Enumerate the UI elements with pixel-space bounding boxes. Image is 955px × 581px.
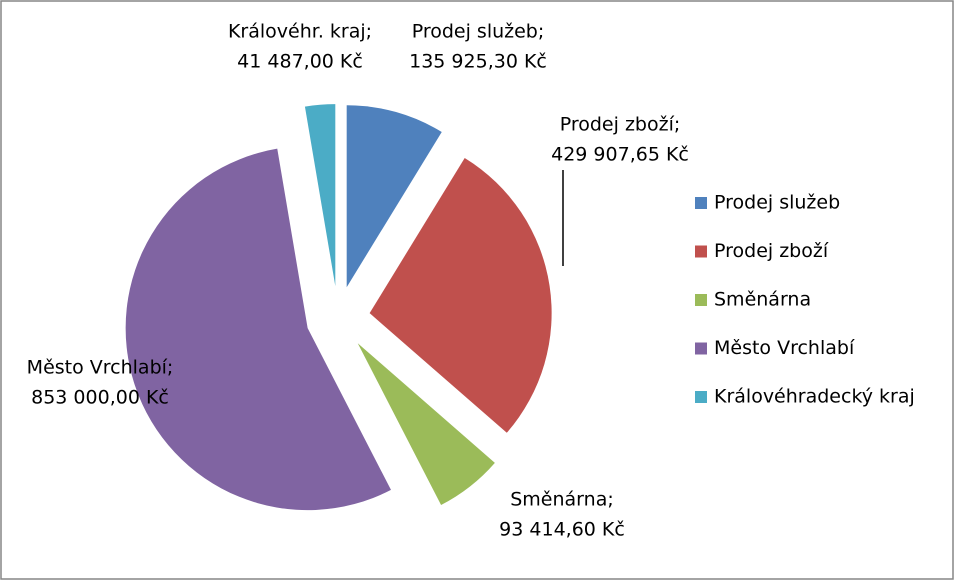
data-label-value: 135 925,30 Kč: [409, 51, 547, 73]
data-label-name: Královéhr. kraj;: [228, 21, 372, 43]
data-label-name: Prodej služeb;: [412, 21, 545, 43]
legend-label: Město Vrchlabí: [714, 337, 855, 359]
legend-label: Prodej zboží: [714, 240, 829, 262]
pie-slice: [369, 157, 552, 433]
data-label-name: Město Vrchlabí;: [27, 357, 174, 379]
legend-swatch: [695, 391, 707, 403]
pie-slice: [304, 104, 336, 287]
data-label-name: Prodej zboží;: [560, 114, 681, 136]
legend-swatch: [695, 245, 707, 258]
pie-slice: [357, 343, 495, 505]
data-label-name: Směnárna;: [510, 489, 614, 511]
legend-swatch: [695, 197, 707, 209]
data-label-value: 41 487,00 Kč: [237, 51, 363, 73]
legend-swatch: [695, 342, 707, 355]
data-label-value: 93 414,60 Kč: [499, 519, 625, 541]
pie-slice: [346, 105, 442, 288]
legend-label: Směnárna: [714, 289, 811, 311]
legend-swatch: [695, 294, 707, 306]
pie-slice: [125, 148, 391, 511]
legend-label: Prodej služeb: [714, 192, 840, 214]
legend-label: Královéhradecký kraj: [714, 386, 915, 408]
data-label-value: 853 000,00 Kč: [31, 387, 169, 409]
data-label-value: 429 907,65 Kč: [551, 144, 689, 166]
